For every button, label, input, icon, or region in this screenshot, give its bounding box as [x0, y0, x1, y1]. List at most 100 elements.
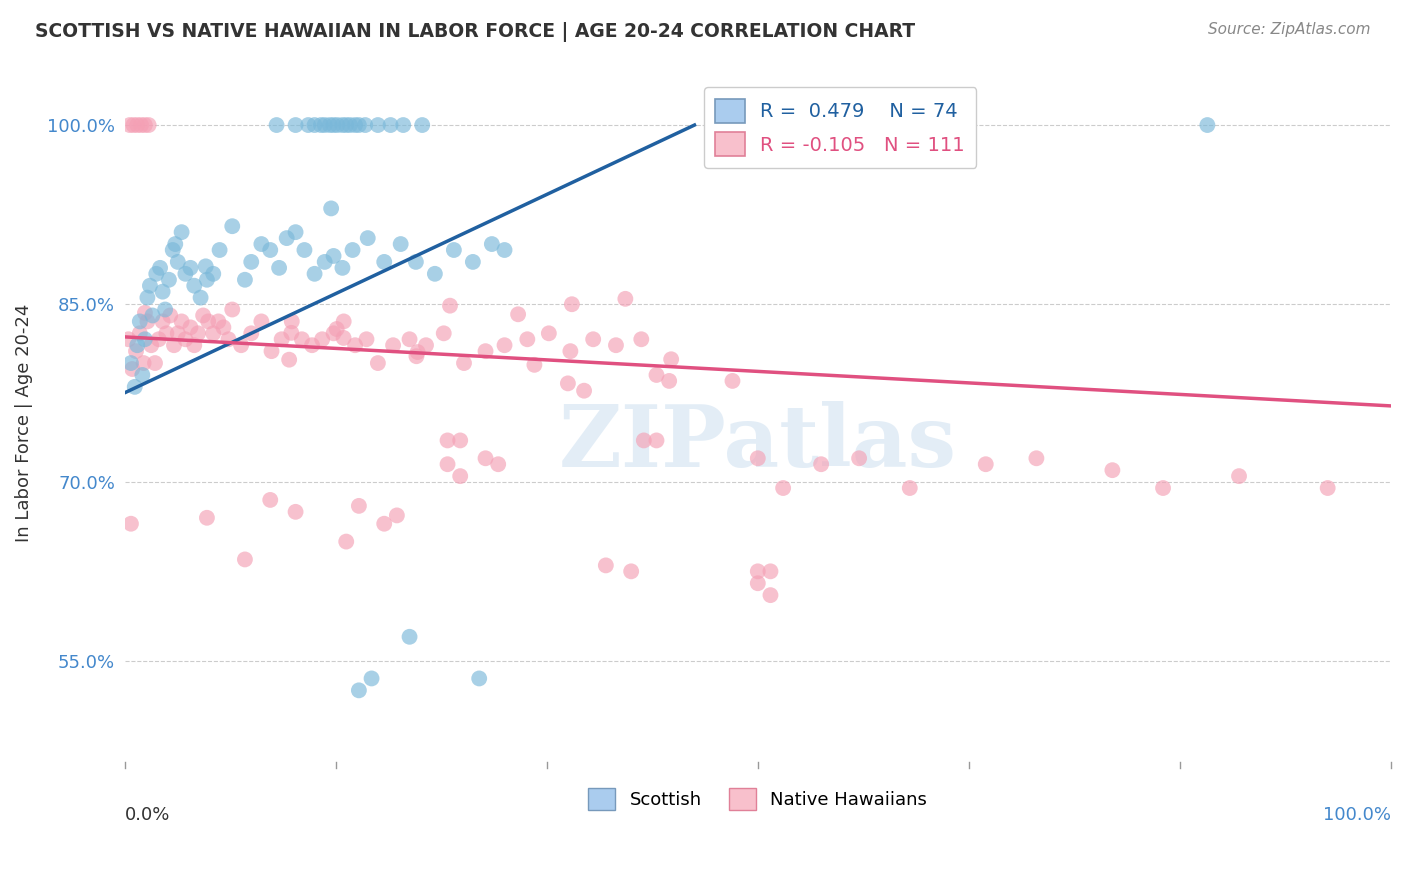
Point	[120, 516, 142, 531]
Point	[139, 278, 162, 293]
Point	[124, 380, 146, 394]
Point	[221, 302, 243, 317]
Point	[443, 243, 465, 257]
Point	[560, 344, 582, 359]
Point	[117, 332, 139, 346]
Point	[389, 237, 412, 252]
Y-axis label: In Labor Force | Age 20-24: In Labor Force | Age 20-24	[15, 303, 32, 541]
Point	[202, 267, 225, 281]
Point	[347, 499, 370, 513]
Point	[436, 457, 458, 471]
Point	[240, 326, 263, 341]
Point	[405, 349, 427, 363]
Point	[166, 255, 188, 269]
Point	[506, 307, 529, 321]
Point	[212, 320, 235, 334]
Point	[284, 505, 307, 519]
Point	[128, 326, 150, 341]
Point	[187, 326, 209, 341]
Point	[406, 345, 429, 359]
Point	[165, 237, 187, 252]
Point	[561, 297, 583, 311]
Point	[136, 314, 159, 328]
Point	[335, 534, 357, 549]
Point	[250, 237, 273, 252]
Point	[721, 374, 744, 388]
Point	[354, 118, 377, 132]
Point	[614, 292, 637, 306]
Point	[195, 510, 218, 524]
Point	[415, 338, 437, 352]
Point	[357, 231, 380, 245]
Point	[155, 326, 177, 341]
Point	[281, 314, 304, 328]
Point	[325, 322, 347, 336]
Point	[772, 481, 794, 495]
Point	[423, 267, 446, 281]
Point	[170, 225, 193, 239]
Point	[314, 255, 336, 269]
Point	[356, 332, 378, 346]
Point	[523, 358, 546, 372]
Point	[229, 338, 252, 352]
Point	[120, 356, 142, 370]
Point	[309, 118, 332, 132]
Point	[494, 338, 516, 352]
Point	[380, 118, 402, 132]
Point	[240, 255, 263, 269]
Point	[633, 434, 655, 448]
Point	[620, 565, 643, 579]
Point	[481, 237, 503, 252]
Point	[233, 273, 256, 287]
Point	[449, 434, 471, 448]
Point	[759, 588, 782, 602]
Point	[250, 314, 273, 328]
Point	[360, 672, 382, 686]
Point	[747, 576, 769, 591]
Point	[572, 384, 595, 398]
Point	[658, 374, 681, 388]
Point	[1316, 481, 1339, 495]
Point	[433, 326, 456, 341]
Point	[605, 338, 627, 352]
Point	[269, 260, 291, 275]
Point	[311, 332, 333, 346]
Point	[630, 332, 652, 346]
Point	[202, 326, 225, 341]
Point	[183, 338, 205, 352]
Point	[373, 255, 395, 269]
Point	[382, 338, 405, 352]
Point	[127, 118, 149, 132]
Point	[141, 338, 163, 352]
Point	[284, 225, 307, 239]
Point	[582, 332, 605, 346]
Point	[326, 118, 349, 132]
Point	[190, 291, 212, 305]
Point	[159, 309, 181, 323]
Point	[322, 249, 344, 263]
Point	[385, 508, 408, 523]
Point	[132, 356, 155, 370]
Point	[1101, 463, 1123, 477]
Point	[314, 118, 336, 132]
Point	[121, 362, 143, 376]
Point	[233, 552, 256, 566]
Point	[131, 368, 153, 382]
Point	[367, 356, 389, 370]
Point	[449, 469, 471, 483]
Point	[332, 314, 354, 328]
Point	[122, 118, 145, 132]
Point	[129, 118, 152, 132]
Point	[332, 118, 354, 132]
Point	[319, 118, 342, 132]
Point	[332, 331, 354, 345]
Point	[291, 332, 314, 346]
Point	[148, 332, 170, 346]
Point	[335, 118, 357, 132]
Point	[149, 260, 172, 275]
Point	[194, 260, 217, 274]
Point	[321, 202, 343, 216]
Legend: Scottish, Native Hawaiians: Scottish, Native Hawaiians	[581, 780, 935, 817]
Text: 100.0%: 100.0%	[1323, 805, 1391, 823]
Point	[259, 243, 281, 257]
